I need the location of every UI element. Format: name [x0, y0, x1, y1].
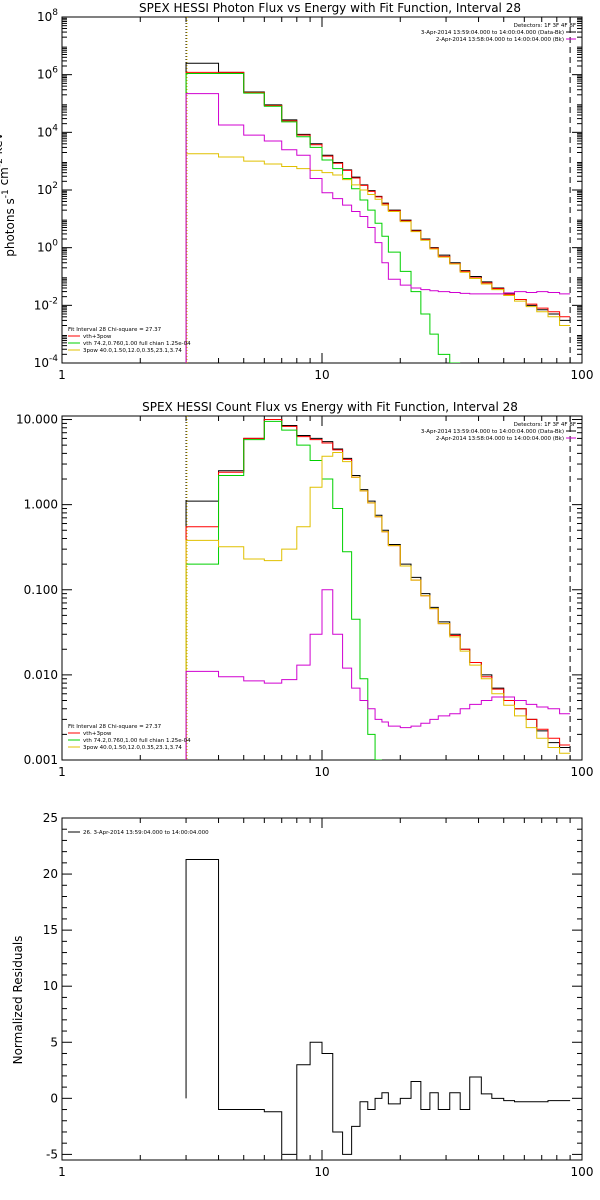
- legend-entry: Detectors: 1F 3F 4F 8F: [514, 23, 576, 29]
- series-line: [185, 62, 571, 363]
- y-tick-label: 10.000: [16, 413, 58, 427]
- count-flux-title: SPEX HESSI Count Flux vs Energy with Fit…: [142, 400, 518, 414]
- x-tick-label: 10: [314, 1165, 329, 1179]
- y-tick-label: 10-2: [34, 296, 58, 312]
- series-line: [185, 153, 571, 363]
- legend-entry: vth 74.2,0.760,1.00 full chian 1.25e-04: [83, 738, 191, 744]
- legend-entry: Fit Interval 28 Chi-square = 27.37: [68, 327, 162, 333]
- series-line: [185, 451, 571, 760]
- y-tick-label: 0.100: [24, 583, 58, 597]
- residuals-panel: Normalized Residuals 1 10 100 -5 0 5 10 15 20 25 2…: [11, 811, 593, 1179]
- x-tick-label: 100: [571, 765, 594, 779]
- series-line: [185, 420, 382, 760]
- photon-flux-y-axis-label: photons s-1 cm-2 keV-1: [0, 123, 17, 257]
- photon-flux-title: SPEX HESSI Photon Flux vs Energy with Fi…: [139, 1, 521, 15]
- series-line: [185, 72, 461, 363]
- legend-entry: vth+3pow: [83, 731, 112, 737]
- series-line: [185, 93, 571, 363]
- legend-entry: 26. 3-Apr-2014 13:59:04.000 to 14:00:04.…: [83, 830, 209, 836]
- x-tick-label: 100: [571, 1165, 594, 1179]
- y-tick-label: 0.001: [24, 753, 58, 767]
- legend-entry: Fit Interval 28 Chi-square = 27.37: [68, 724, 162, 730]
- y-tick-label: 10-4: [34, 354, 59, 370]
- legend-entry: 2-Apr-2014 13:58:04.000 to 14:00:04.000 …: [436, 37, 564, 43]
- legend-entry: 3-Apr-2014 13:59:04.000 to 14:00:04.000 …: [421, 30, 564, 36]
- plot-frame: [61, 817, 583, 1161]
- x-tick-label: 100: [571, 368, 594, 382]
- legend-entry: Detectors: 1F 3F 4F 8F: [514, 422, 576, 428]
- series-line: [185, 71, 571, 363]
- x-tick-label: 10: [314, 368, 329, 382]
- y-tick-label: 104: [37, 123, 58, 139]
- y-tick-label: 1.000: [24, 498, 58, 512]
- y-tick-label: 10: [43, 979, 58, 993]
- legend-entry: 3-Apr-2014 13:59:04.000 to 14:00:04.000 …: [421, 429, 564, 435]
- legend-entry: 2-Apr-2014 13:58:04.000 to 14:00:04.000 …: [436, 436, 564, 442]
- y-tick-label: 0: [50, 1091, 58, 1105]
- x-tick-label: 1: [58, 765, 66, 779]
- count-flux-panel: SPEX HESSI Count Flux vs Energy with Fit…: [16, 400, 593, 779]
- legend-entry: 3pow 40.0,1.50,12.0,0.35,23.1,3.74: [83, 348, 182, 354]
- series-line: [185, 858, 571, 1155]
- y-tick-label: 25: [43, 811, 58, 825]
- y-tick-label: 108: [37, 8, 58, 24]
- x-tick-label: 10: [314, 765, 329, 779]
- y-tick-label: 15: [43, 923, 58, 937]
- y-tick-label: 5: [50, 1035, 58, 1049]
- legend-entry: vth+3pow: [83, 334, 112, 340]
- x-tick-label: 1: [58, 1165, 66, 1179]
- series-line: [185, 589, 571, 760]
- y-tick-label: 102: [37, 181, 58, 197]
- photon-flux-panel: SPEX HESSI Photon Flux vs Energy with Fi…: [0, 1, 593, 382]
- y-tick-label: 20: [43, 867, 58, 881]
- y-tick-label: -5: [46, 1147, 58, 1161]
- legend-entry: 3pow 40.0,1.50,12.0,0.35,23.1,3.74: [83, 745, 182, 751]
- legend-entry: vth 74.2,0.760,1.00 full chian 1.25e-04: [83, 341, 191, 347]
- y-tick-label: 106: [37, 66, 58, 82]
- x-tick-label: 1: [58, 368, 66, 382]
- residuals-y-axis-label: Normalized Residuals: [11, 936, 25, 1065]
- y-tick-label: 0.010: [24, 668, 58, 682]
- y-tick-label: 100: [37, 239, 58, 255]
